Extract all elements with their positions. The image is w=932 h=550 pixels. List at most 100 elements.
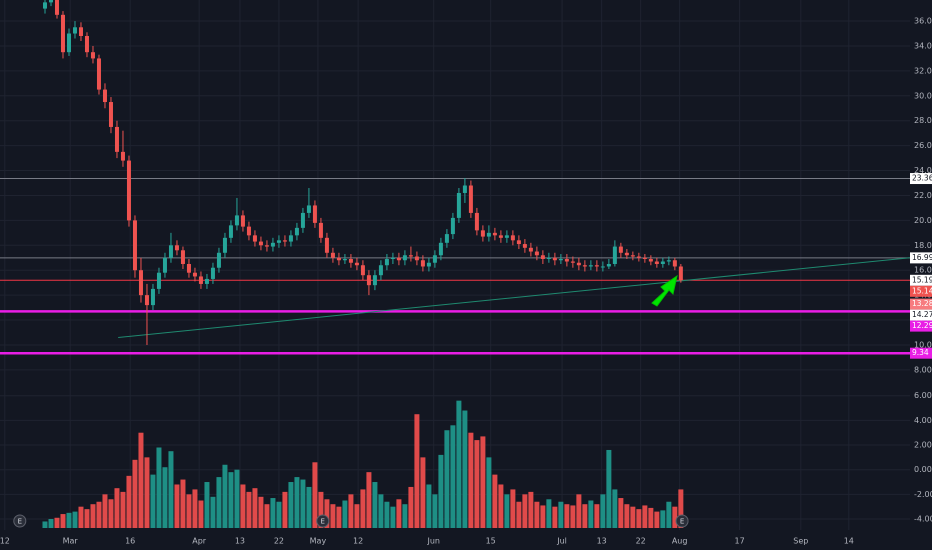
volume-bar [660, 510, 666, 528]
candle-body [270, 242, 275, 247]
volume-bar [612, 489, 618, 528]
volume-bar [570, 505, 576, 528]
candle-body [180, 250, 185, 264]
candle-body [366, 275, 371, 286]
candle-body [300, 212, 305, 228]
volume-bar [354, 504, 360, 528]
candle-body [108, 102, 113, 127]
candle-body [624, 252, 629, 256]
volume-bar [72, 511, 78, 528]
candle-body [390, 257, 395, 260]
candle-body [450, 217, 455, 235]
volume-bar [348, 494, 354, 528]
volume-bar [126, 475, 132, 528]
candle-body [276, 240, 281, 243]
volume-bar [264, 504, 270, 528]
volume-bar [492, 474, 498, 528]
candle-body [96, 58, 101, 90]
price-label-box [910, 274, 932, 286]
volume-bar [594, 504, 600, 528]
volume-bar [678, 489, 684, 528]
price-label-box [910, 347, 932, 359]
volume-bar [384, 501, 390, 528]
volume-bar [426, 484, 432, 528]
x-tick-label: Jul [556, 537, 567, 546]
y-tick-label: 30.00 [914, 91, 932, 100]
candle-body [132, 220, 137, 271]
candle-body [600, 266, 605, 268]
x-tick-label: 13 [235, 537, 245, 546]
volume-bar [120, 491, 126, 528]
candle-body [444, 234, 449, 243]
candle-body [648, 259, 653, 262]
candle-body [630, 255, 635, 257]
y-tick-label: 34.00 [914, 41, 932, 50]
candle-body [342, 259, 347, 261]
volume-bar [480, 436, 486, 528]
candle-body [42, 2, 47, 9]
volume-bar [180, 479, 186, 528]
volume-bar [330, 504, 336, 528]
volume-bar [378, 494, 384, 528]
y-tick-label: 6.00 [914, 391, 932, 400]
volume-bar [210, 496, 216, 528]
volume-bar [216, 477, 222, 528]
candle-body [546, 257, 551, 260]
volume-bar [270, 498, 276, 528]
earnings-marker [316, 514, 330, 528]
volume-bar [168, 451, 174, 528]
volume-bar [486, 457, 492, 528]
candle-body [246, 226, 251, 236]
volume-bar [390, 506, 396, 528]
candle-body [558, 259, 563, 261]
volume-bar [114, 488, 120, 528]
price-label-box [910, 298, 932, 310]
volume-bar [318, 491, 324, 528]
volume-bar [78, 506, 84, 528]
volume-bar [336, 506, 342, 528]
candle-body [156, 272, 161, 289]
y-tick-label: 0.00 [914, 465, 932, 474]
candle-body [312, 205, 317, 223]
candle-body [594, 265, 599, 267]
candle-body [438, 242, 443, 256]
candle-body [492, 232, 497, 236]
volume-bar [528, 491, 534, 528]
candle-body [516, 240, 521, 245]
candle-body [432, 255, 437, 263]
candle-body [660, 261, 665, 264]
candle-body [360, 265, 365, 276]
candle-body [150, 288, 155, 306]
candle-body [216, 252, 221, 268]
price-label-box [910, 285, 932, 297]
price-label: 16.99 [912, 253, 932, 262]
volume-bar [468, 432, 474, 528]
candle-body [264, 245, 269, 247]
volume-bar [648, 507, 654, 528]
volume-bar [198, 500, 204, 528]
volume-bar [240, 484, 246, 528]
volume-bar [432, 494, 438, 528]
volume-bar [552, 506, 558, 528]
candle-body [540, 255, 545, 260]
price-label: 9.34 [912, 348, 929, 357]
volume-bar [324, 499, 330, 528]
candle-body [168, 245, 173, 258]
volume-bar [534, 501, 540, 528]
y-tick-label: -4.00 [914, 515, 932, 524]
price-label: 12.29 [912, 321, 932, 330]
volume-bar [282, 491, 288, 528]
x-tick-label: Jun [426, 537, 440, 546]
x-tick-label: 14 [844, 537, 854, 546]
volume-bar [366, 472, 372, 528]
candle-body [420, 260, 425, 267]
candle-body [426, 262, 431, 267]
volume-bar [516, 501, 522, 528]
volume-bar [96, 501, 102, 528]
volume-bar [438, 454, 444, 528]
x-tick-label: 12 [353, 537, 363, 546]
volume-bar [498, 484, 504, 528]
y-tick-label: 4.00 [914, 416, 932, 425]
x-tick-label: May [310, 537, 327, 546]
